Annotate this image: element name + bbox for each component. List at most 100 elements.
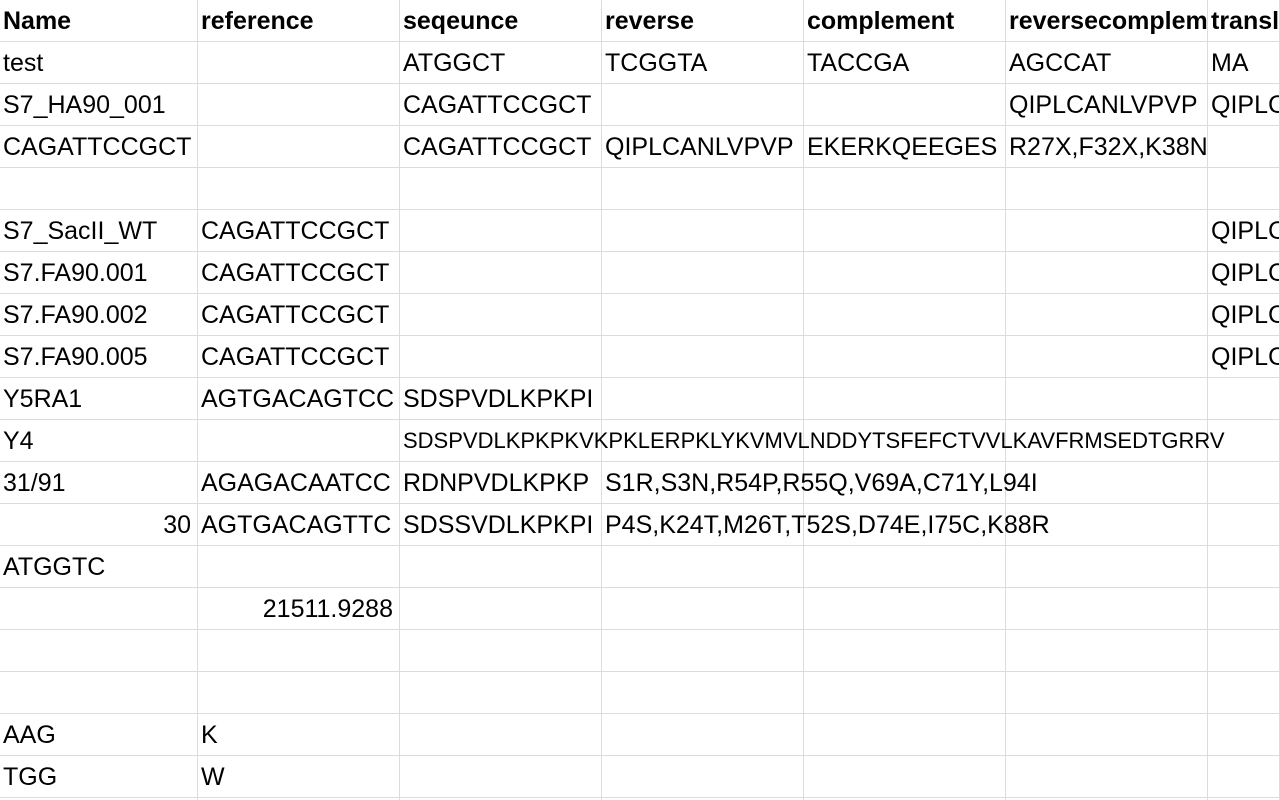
cell-r4-reference[interactable] [198,126,400,168]
cell-r13-reversecomplement[interactable] [1006,504,1208,546]
cell-r12-reference[interactable]: AGAGACAATCC [198,462,400,504]
cell-r20-name[interactable] [0,798,198,800]
cell-r18-reference[interactable]: K [198,714,400,756]
cell-r14-reversecomplement[interactable] [1006,546,1208,588]
cell-r7-name[interactable]: S7.FA90.001 [0,252,198,294]
cell-r15-reversecomplement[interactable] [1006,588,1208,630]
cell-r4-seqeunce[interactable]: CAGATTCCGCT [400,126,602,168]
cell-r10-translation[interactable] [1208,378,1280,420]
cell-r18-seqeunce[interactable] [400,714,602,756]
cell-r13-name[interactable]: 30 [0,504,198,546]
cell-r4-reverse[interactable]: QIPLCANLVPVP [602,126,804,168]
cell-r14-reference[interactable] [198,546,400,588]
cell-r12-complement[interactable] [804,462,1006,504]
cell-r20-reverse[interactable] [602,798,804,800]
cell-r11-reversecomplement[interactable] [1006,420,1208,462]
cell-r19-reversecomplement[interactable] [1006,756,1208,798]
cell-r11-reference[interactable] [198,420,400,462]
column-header-complement[interactable]: complement [804,0,1006,42]
cell-r14-translation[interactable] [1208,546,1280,588]
cell-r10-complement[interactable] [804,378,1006,420]
cell-r11-reverse[interactable] [602,420,804,462]
cell-r17-reverse[interactable] [602,672,804,714]
cell-r3-reverse[interactable] [602,84,804,126]
cell-r10-reference[interactable]: AGTGACAGTCC [198,378,400,420]
cell-r8-name[interactable]: S7.FA90.002 [0,294,198,336]
cell-r11-complement[interactable] [804,420,1006,462]
cell-r7-reverse[interactable] [602,252,804,294]
cell-r4-reversecomplement[interactable]: R27X,F32X,K38N [1006,126,1208,168]
cell-r10-seqeunce[interactable]: SDSPVDLKPKPI [400,378,602,420]
cell-r18-reversecomplement[interactable] [1006,714,1208,756]
cell-r13-translation[interactable] [1208,504,1280,546]
cell-r6-translation[interactable]: QIPLC [1208,210,1280,252]
cell-r14-complement[interactable] [804,546,1006,588]
cell-r3-complement[interactable] [804,84,1006,126]
cell-r12-reverse[interactable]: S1R,S3N,R54P,R55Q,V69A,C71Y,L94I [602,462,1038,504]
cell-r15-seqeunce[interactable] [400,588,602,630]
cell-r15-name[interactable] [0,588,198,630]
cell-r2-reference[interactable] [198,42,400,84]
column-header-translation[interactable]: translation [1208,0,1280,42]
cell-r7-reversecomplement[interactable] [1006,252,1208,294]
cell-r11-translation[interactable] [1208,420,1280,462]
cell-r11-name[interactable]: Y4 [0,420,198,462]
cell-r2-translation[interactable]: MA [1208,42,1280,84]
cell-r6-reference[interactable]: CAGATTCCGCT [198,210,400,252]
cell-r5-reversecomplement[interactable] [1006,168,1208,210]
cell-r17-reversecomplement[interactable] [1006,672,1208,714]
cell-r13-reverse[interactable]: P4S,K24T,M26T,T52S,D74E,I75C,K88R [602,504,1050,546]
cell-r2-reversecomplement[interactable]: AGCCAT [1006,42,1208,84]
cell-r17-seqeunce[interactable] [400,672,602,714]
cell-r8-translation[interactable]: QIPLC [1208,294,1280,336]
cell-r18-complement[interactable] [804,714,1006,756]
cell-r11-seqeunce[interactable]: SDSPVDLKPKPKVKPKLERPKLYKVMVLNDDYTSFEFCTV… [400,420,1225,462]
cell-r8-complement[interactable] [804,294,1006,336]
cell-r13-complement[interactable] [804,504,1006,546]
cell-r4-complement[interactable]: EKERKQEEGES [804,126,1006,168]
cell-r12-translation[interactable] [1208,462,1280,504]
cell-r16-name[interactable] [0,630,198,672]
cell-r16-complement[interactable] [804,630,1006,672]
column-header-reference[interactable]: reference [198,0,400,42]
cell-r18-reverse[interactable] [602,714,804,756]
cell-r9-translation[interactable]: QIPLC [1208,336,1280,378]
cell-r9-complement[interactable] [804,336,1006,378]
cell-r15-translation[interactable] [1208,588,1280,630]
cell-r20-reference[interactable] [198,798,400,800]
cell-r12-reversecomplement[interactable] [1006,462,1208,504]
cell-r4-name[interactable]: CAGATTCCGCT [0,126,198,168]
cell-r3-translation[interactable]: QIPLC [1208,84,1280,126]
cell-r12-name[interactable]: 31/91 [0,462,198,504]
cell-r18-translation[interactable] [1208,714,1280,756]
cell-r5-translation[interactable] [1208,168,1280,210]
column-header-name[interactable]: Name [0,0,198,42]
cell-r15-complement[interactable] [804,588,1006,630]
cell-r8-seqeunce[interactable] [400,294,602,336]
cell-r8-reverse[interactable] [602,294,804,336]
cell-r7-translation[interactable]: QIPLC [1208,252,1280,294]
cell-r2-reverse[interactable]: TCGGTA [602,42,804,84]
cell-r14-name[interactable]: ATGGTC [0,546,198,588]
cell-r6-complement[interactable] [804,210,1006,252]
cell-r14-reverse[interactable] [602,546,804,588]
cell-r5-reverse[interactable] [602,168,804,210]
cell-r15-reverse[interactable] [602,588,804,630]
cell-r12-seqeunce[interactable]: RDNPVDLKPKP [400,462,602,504]
cell-r16-reference[interactable] [198,630,400,672]
cell-r3-reference[interactable] [198,84,400,126]
cell-r20-reversecomplement[interactable] [1006,798,1208,800]
cell-r8-reversecomplement[interactable] [1006,294,1208,336]
cell-r13-reference[interactable]: AGTGACAGTTC [198,504,400,546]
cell-r9-reverse[interactable] [602,336,804,378]
cell-r3-name[interactable]: S7_HA90_001 [0,84,198,126]
cell-r9-seqeunce[interactable] [400,336,602,378]
cell-r7-complement[interactable] [804,252,1006,294]
cell-r7-reference[interactable]: CAGATTCCGCT [198,252,400,294]
cell-r8-reference[interactable]: CAGATTCCGCT [198,294,400,336]
column-header-seqeunce[interactable]: seqeunce [400,0,602,42]
cell-r10-reversecomplement[interactable] [1006,378,1208,420]
cell-r20-seqeunce[interactable] [400,798,602,800]
cell-r5-complement[interactable] [804,168,1006,210]
